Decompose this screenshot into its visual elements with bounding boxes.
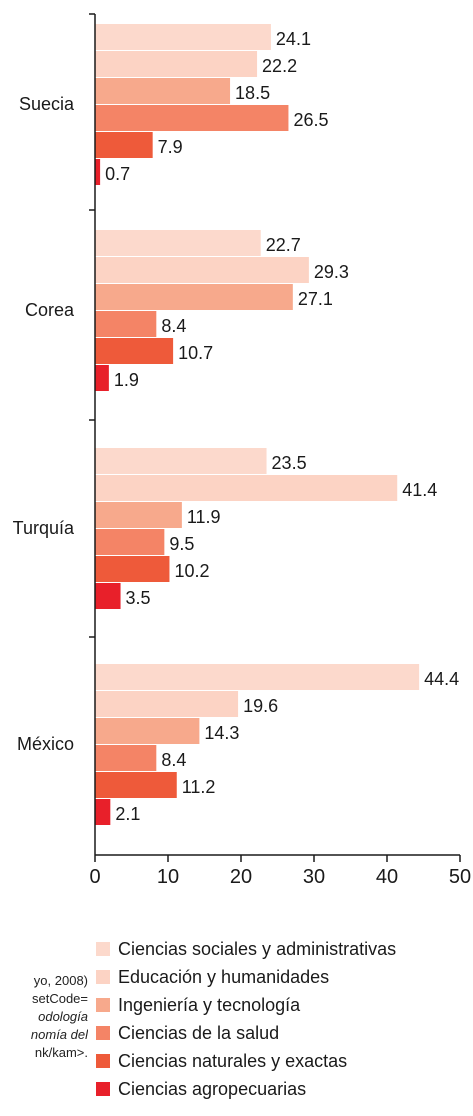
value-label: 26.5 — [293, 110, 328, 130]
category-labels: Suecia Corea Turquía México — [13, 94, 75, 754]
legend-label: Ciencias agropecuarias — [118, 1078, 307, 1099]
legend-label: Ciencias sociales y administrativas — [118, 938, 397, 959]
value-label: 24.1 — [276, 29, 311, 49]
legend-label: Educación y humanidades — [118, 966, 330, 987]
legend-swatch — [96, 998, 110, 1012]
value-label: 7.9 — [158, 137, 183, 157]
legend-label: Ciencias de la salud — [118, 1022, 280, 1043]
bar — [95, 284, 293, 310]
bar — [95, 448, 267, 474]
x-tick-label: 30 — [303, 866, 325, 888]
value-label: 10.2 — [174, 561, 209, 581]
bar — [95, 105, 289, 131]
x-tick-label: 10 — [157, 866, 179, 888]
bar — [95, 691, 239, 717]
value-label: 14.3 — [204, 723, 239, 743]
source-note-line: odología — [38, 1009, 88, 1024]
legend-swatch — [96, 970, 110, 984]
bar — [95, 311, 157, 337]
value-label: 11.2 — [182, 777, 216, 797]
x-tick-label: 20 — [230, 866, 252, 888]
legend-label: Ciencias naturales y exactas — [118, 1050, 348, 1071]
source-note-line: nomía del — [30, 1027, 88, 1042]
bar — [95, 338, 174, 364]
legend-item: Ciencias agropecuarias — [96, 1075, 396, 1103]
bar — [95, 718, 200, 744]
bar — [95, 556, 170, 582]
value-label: 11.9 — [187, 507, 221, 527]
bar — [95, 230, 261, 256]
legend-item: Ingeniería y tecnología — [96, 991, 396, 1019]
value-label: 23.5 — [272, 453, 307, 473]
bar — [95, 745, 157, 771]
value-label: 8.4 — [161, 750, 186, 770]
value-label: 44.4 — [424, 669, 459, 689]
bar — [95, 529, 165, 555]
bar — [95, 799, 111, 825]
value-label: 29.3 — [314, 262, 349, 282]
source-note-line: nk/kam>. — [34, 1045, 88, 1060]
source-note-line: setCode= — [31, 991, 88, 1006]
category-label: Turquía — [13, 518, 75, 538]
value-label: 27.1 — [298, 289, 333, 309]
bar — [95, 502, 182, 528]
bar — [95, 257, 309, 283]
value-label: 18.5 — [235, 83, 270, 103]
legend-swatch — [96, 1082, 110, 1096]
bar — [95, 51, 258, 77]
value-label: 2.1 — [115, 804, 140, 824]
bar — [95, 772, 177, 798]
value-label: 0.7 — [105, 164, 130, 184]
source-note-line: yo, 2008) — [33, 973, 88, 988]
legend-item: Ciencias de la salud — [96, 1019, 396, 1047]
value-labels: 24.1 22.2 18.5 26.5 7.9 0.7 22.7 29.3 27.1 8.4 10.… — [105, 29, 459, 824]
x-tick-label: 50 — [449, 866, 471, 888]
bar — [95, 24, 271, 50]
bars — [95, 24, 420, 825]
bar — [95, 583, 121, 609]
bar — [95, 365, 109, 391]
legend-swatch — [96, 942, 110, 956]
axes: 0 10 20 30 40 50 — [89, 13, 471, 888]
legend-swatch — [96, 1026, 110, 1040]
value-label: 41.4 — [402, 480, 437, 500]
bar — [95, 475, 398, 501]
bar — [95, 159, 101, 185]
legend-item: Ciencias sociales y administrativas — [96, 935, 396, 963]
value-label: 9.5 — [169, 534, 194, 554]
x-tick-label: 40 — [376, 866, 398, 888]
value-label: 22.7 — [266, 235, 301, 255]
category-label: Suecia — [19, 94, 75, 114]
value-label: 1.9 — [114, 370, 139, 390]
bar-chart: Suecia Corea Turquía México 24.1 22.2 18.5 26.… — [13, 13, 471, 888]
category-label: Corea — [25, 300, 75, 320]
value-label: 19.6 — [243, 696, 278, 716]
value-label: 3.5 — [126, 588, 151, 608]
source-note: yo, 2008) setCode= odología nomía del nk… — [0, 972, 88, 1062]
value-label: 22.2 — [262, 56, 297, 76]
legend: Ciencias sociales y administrativas Educa… — [96, 935, 396, 1103]
category-label: México — [17, 734, 74, 754]
legend-item: Ciencias naturales y exactas — [96, 1047, 396, 1075]
value-label: 8.4 — [161, 316, 186, 336]
bar — [95, 664, 420, 690]
legend-swatch — [96, 1054, 110, 1068]
x-tick-label: 0 — [89, 866, 100, 888]
bar — [95, 132, 153, 158]
value-label: 10.7 — [178, 343, 213, 363]
legend-label: Ingeniería y tecnología — [118, 994, 301, 1015]
bar — [95, 78, 231, 104]
legend-item: Educación y humanidades — [96, 963, 396, 991]
